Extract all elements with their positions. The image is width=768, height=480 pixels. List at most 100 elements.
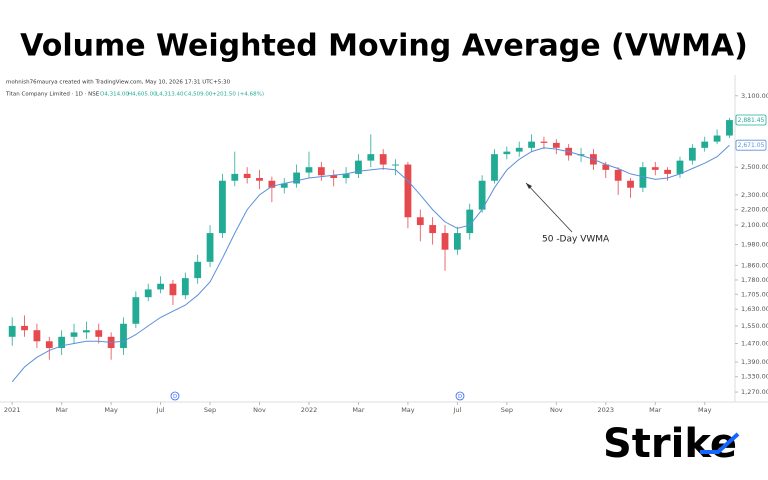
candle-body — [441, 233, 449, 250]
candle-body — [169, 283, 177, 296]
ohlc-value: C4,509.00 — [184, 92, 213, 98]
candle-body — [231, 173, 239, 181]
price-badge — [735, 114, 767, 126]
x-tick-label: 2022 — [301, 406, 318, 414]
logo: Strike — [603, 421, 737, 467]
candle-body — [602, 164, 610, 170]
candle-body — [293, 172, 301, 184]
candle-body — [355, 160, 362, 174]
x-tick-label: May — [401, 406, 415, 414]
candle-body — [453, 233, 461, 250]
ohlc-value: H4,605.00 — [128, 92, 157, 98]
candle-body — [478, 180, 486, 210]
symbol: Titan Company Limited · 1D · NSE — [5, 92, 100, 98]
event-marker — [455, 391, 465, 401]
x-tick-label: 2023 — [598, 406, 615, 414]
y-tick-label: 3,100.00 — [741, 92, 768, 100]
candle-body — [120, 323, 127, 349]
vwma-line — [11, 144, 730, 383]
y-tick-label: 1,780.00 — [741, 276, 768, 284]
candle-body — [701, 141, 709, 148]
x-tick-label: 2021 — [4, 406, 21, 414]
candle-body — [540, 141, 548, 143]
price-badge-label: 2,881.45 — [738, 117, 765, 124]
event-marker — [170, 391, 180, 401]
y-tick-label: 1,330.00 — [741, 373, 768, 381]
candle-body — [726, 120, 733, 136]
credit: mohnish76maurya created with TradingView… — [6, 80, 231, 86]
candle-body — [639, 167, 647, 188]
candle-body — [58, 336, 66, 349]
candle-body — [70, 332, 78, 337]
price-badge-label: 2,671.05 — [738, 142, 765, 149]
candle-body — [651, 167, 659, 170]
y-tick-label: 1,630.00 — [741, 305, 768, 313]
candle-body — [268, 180, 276, 188]
candle-body — [219, 180, 226, 234]
candle-body — [330, 175, 338, 178]
y-tick-label: 1,390.00 — [741, 358, 768, 366]
x-tick-label: Jul — [452, 406, 461, 414]
annotation: 50 -Day VWMA — [542, 235, 610, 245]
ohlc-value: L4,313.40 — [156, 92, 184, 98]
candle-body — [157, 283, 164, 290]
candle-body — [206, 233, 214, 262]
candle-body — [95, 330, 103, 337]
chart-title: Volume Weighted Moving Average (VWMA) — [20, 29, 748, 64]
x-tick-label: Mar — [56, 406, 69, 414]
candle-body — [503, 151, 511, 155]
candle-body — [528, 141, 535, 148]
candle-body — [8, 325, 16, 337]
candle-body — [627, 180, 634, 188]
candle-body — [256, 177, 263, 181]
ohlc-value: O4,314.00 — [100, 92, 129, 98]
candle-body — [676, 160, 684, 174]
x-tick-label: Jul — [156, 406, 165, 414]
x-tick-label: Mar — [649, 406, 662, 414]
annotation-arrow — [525, 182, 573, 233]
candle-body — [577, 154, 585, 156]
candle-body — [33, 330, 41, 342]
x-tick-label: May — [698, 406, 712, 414]
candle-body — [429, 225, 437, 234]
candle-body — [552, 142, 560, 148]
candle-body — [82, 330, 90, 333]
event-marker-icon: D — [458, 394, 462, 400]
y-tick-label: 1,270.00 — [741, 388, 768, 396]
arrow-head — [526, 183, 532, 189]
x-tick-label: Sep — [204, 406, 216, 414]
candle-body — [404, 164, 412, 218]
candle-body — [132, 297, 140, 324]
candle-body — [392, 164, 399, 166]
candle-body — [45, 341, 53, 349]
x-tick-label: Mar — [352, 406, 365, 414]
y-tick-label: 1,470.00 — [741, 340, 768, 348]
x-tick-label: Nov — [550, 406, 563, 414]
candle-body — [144, 289, 152, 298]
y-tick-label: 1,550.00 — [741, 322, 768, 330]
price-badge — [735, 139, 767, 151]
candle-body — [305, 167, 313, 173]
x-tick-label: Nov — [253, 406, 266, 414]
candle-body — [688, 147, 696, 161]
y-tick-label: 2,200.00 — [741, 206, 768, 214]
ohlc-value: +201.50 (+4.68%) — [212, 92, 264, 98]
candle-body — [466, 209, 474, 234]
candle-body — [416, 217, 424, 226]
y-tick-label: 1,980.00 — [741, 241, 768, 249]
y-tick-label: 1,705.00 — [741, 290, 768, 298]
candle-body — [317, 167, 325, 176]
candle-body — [367, 154, 375, 161]
candle-body — [491, 154, 498, 181]
candle-body — [21, 325, 28, 331]
candle-body — [280, 183, 288, 188]
event-markers: D D — [170, 391, 465, 401]
candle-body — [194, 261, 202, 279]
candle-body — [342, 173, 350, 178]
logo-accent — [700, 432, 740, 454]
candle-body — [181, 278, 189, 296]
y-tick-label: 2,500.00 — [741, 163, 768, 171]
y-tick-label: 2,100.00 — [741, 221, 768, 229]
